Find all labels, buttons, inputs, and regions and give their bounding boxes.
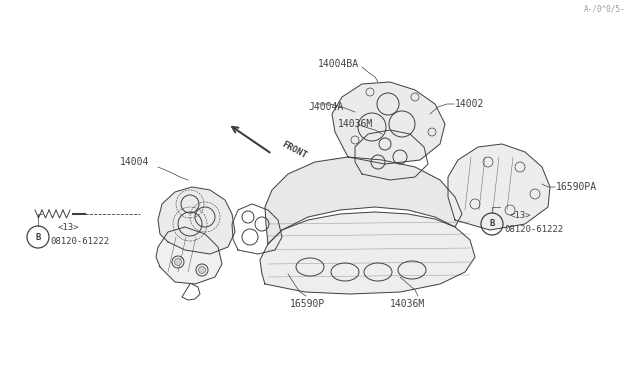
Text: B: B <box>35 232 41 241</box>
Text: 14036M: 14036M <box>390 299 425 309</box>
Polygon shape <box>332 82 445 164</box>
Text: B: B <box>490 219 495 228</box>
Text: 14002: 14002 <box>455 99 484 109</box>
Polygon shape <box>158 187 235 254</box>
Text: FRONT: FRONT <box>280 140 308 160</box>
Text: <13>: <13> <box>58 222 79 231</box>
Polygon shape <box>448 144 550 230</box>
Polygon shape <box>260 212 475 294</box>
Circle shape <box>198 266 205 273</box>
Text: <13>: <13> <box>510 211 531 219</box>
Circle shape <box>175 259 182 266</box>
Text: 14004: 14004 <box>120 157 150 167</box>
Text: A-/0^0/5-: A-/0^0/5- <box>584 5 625 14</box>
Polygon shape <box>156 227 222 284</box>
Text: 16590P: 16590P <box>290 299 325 309</box>
Text: 14036M: 14036M <box>338 119 373 129</box>
Text: J4004A: J4004A <box>308 102 343 112</box>
Text: 08120-61222: 08120-61222 <box>50 237 109 247</box>
Text: 16590PA: 16590PA <box>556 182 597 192</box>
Polygon shape <box>265 157 462 244</box>
Text: 14004BA: 14004BA <box>317 59 358 69</box>
Text: 08120-61222: 08120-61222 <box>504 225 563 234</box>
